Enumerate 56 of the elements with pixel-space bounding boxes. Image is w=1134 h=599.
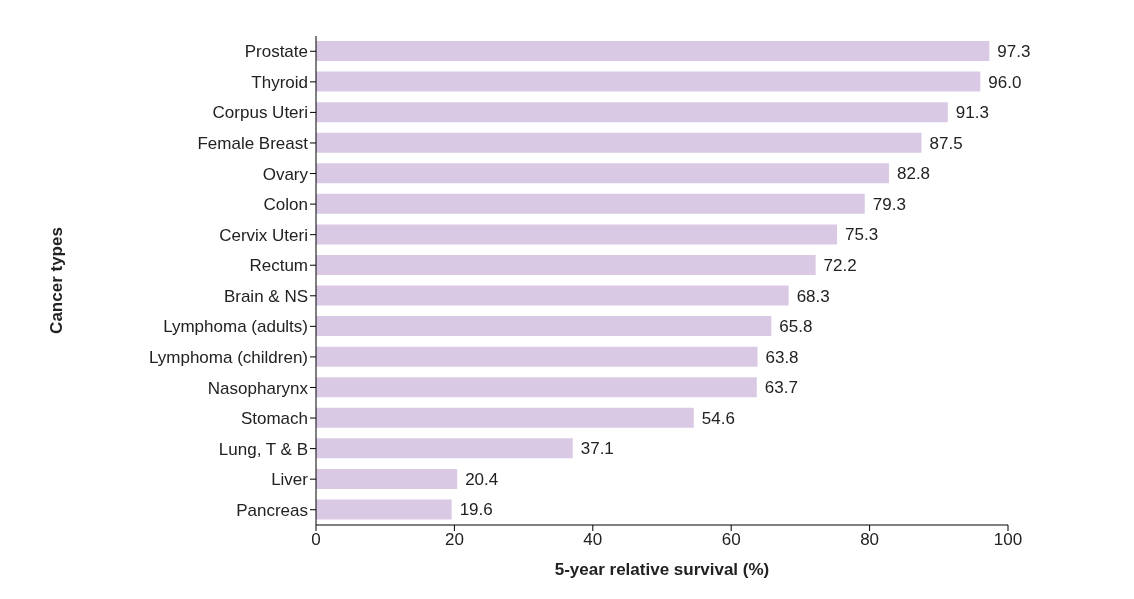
data-label: 82.8: [896, 164, 931, 184]
data-label: 54.6: [701, 408, 735, 428]
x-axis-title: 5-year relative survival (%): [554, 560, 770, 580]
y-tick-label: Prostate: [244, 42, 308, 62]
bar: [316, 407, 694, 428]
data-label: 96.0: [988, 72, 1022, 92]
bar: [316, 377, 757, 398]
bar: [316, 346, 758, 367]
data-label: 65.8: [779, 317, 813, 337]
bar: [316, 71, 981, 92]
bar: [316, 132, 922, 153]
bar: [316, 41, 990, 61]
y-tick-label: Female Breast: [197, 134, 309, 153]
data-label: 37.1: [580, 439, 614, 459]
x-tick-label: 60: [721, 530, 741, 550]
y-tick-label: Lymphoma (children): [148, 347, 308, 367]
y-tick-label: Thyroid: [251, 72, 308, 92]
data-label: 75.3: [845, 225, 879, 245]
y-tick-label: Ovary: [262, 164, 309, 184]
y-tick-label: Lymphoma (adults): [163, 317, 308, 337]
y-tick-label: Lung, T & B: [218, 439, 308, 459]
bar: [316, 224, 838, 245]
bar: [316, 468, 458, 489]
bar: [316, 193, 865, 214]
y-tick-label: Pancreas: [236, 500, 308, 520]
y-tick-label: Cervix Uteri: [219, 225, 308, 245]
x-tick-label: 0: [311, 530, 321, 550]
y-tick-label: Corpus Uteri: [212, 103, 308, 123]
x-tick-label: 80: [860, 530, 880, 550]
y-tick-label: Colon: [263, 195, 308, 215]
x-tick-label: 20: [444, 530, 464, 550]
y-tick-label: Brain & NS: [223, 286, 308, 306]
bar: [316, 163, 889, 184]
data-label: 20.4: [465, 469, 499, 489]
bar: [316, 499, 452, 520]
x-tick-label: 40: [583, 530, 603, 550]
bar: [316, 254, 816, 275]
data-label: 72.2: [823, 255, 857, 275]
data-label: 68.3: [796, 286, 830, 306]
data-label: 87.5: [929, 133, 963, 153]
y-tick-label: Liver: [271, 470, 309, 490]
data-label: 79.3: [872, 194, 906, 214]
y-tick-label: Stomach: [240, 409, 308, 429]
x-tick-label: 100: [993, 530, 1023, 550]
y-tick-label: Rectum: [249, 256, 308, 276]
data-label: 19.6: [459, 500, 493, 520]
data-label: 91.3: [955, 103, 989, 123]
data-label: 63.7: [764, 378, 798, 398]
y-axis-title: Cancer types: [47, 227, 67, 334]
y-tick-label: Nasopharynx: [207, 378, 309, 398]
bar: [316, 102, 948, 123]
bar: [316, 285, 789, 306]
bar: [316, 316, 772, 337]
bar: [316, 438, 573, 459]
data-label: 63.8: [765, 347, 799, 367]
data-label: 97.3: [997, 42, 1031, 62]
